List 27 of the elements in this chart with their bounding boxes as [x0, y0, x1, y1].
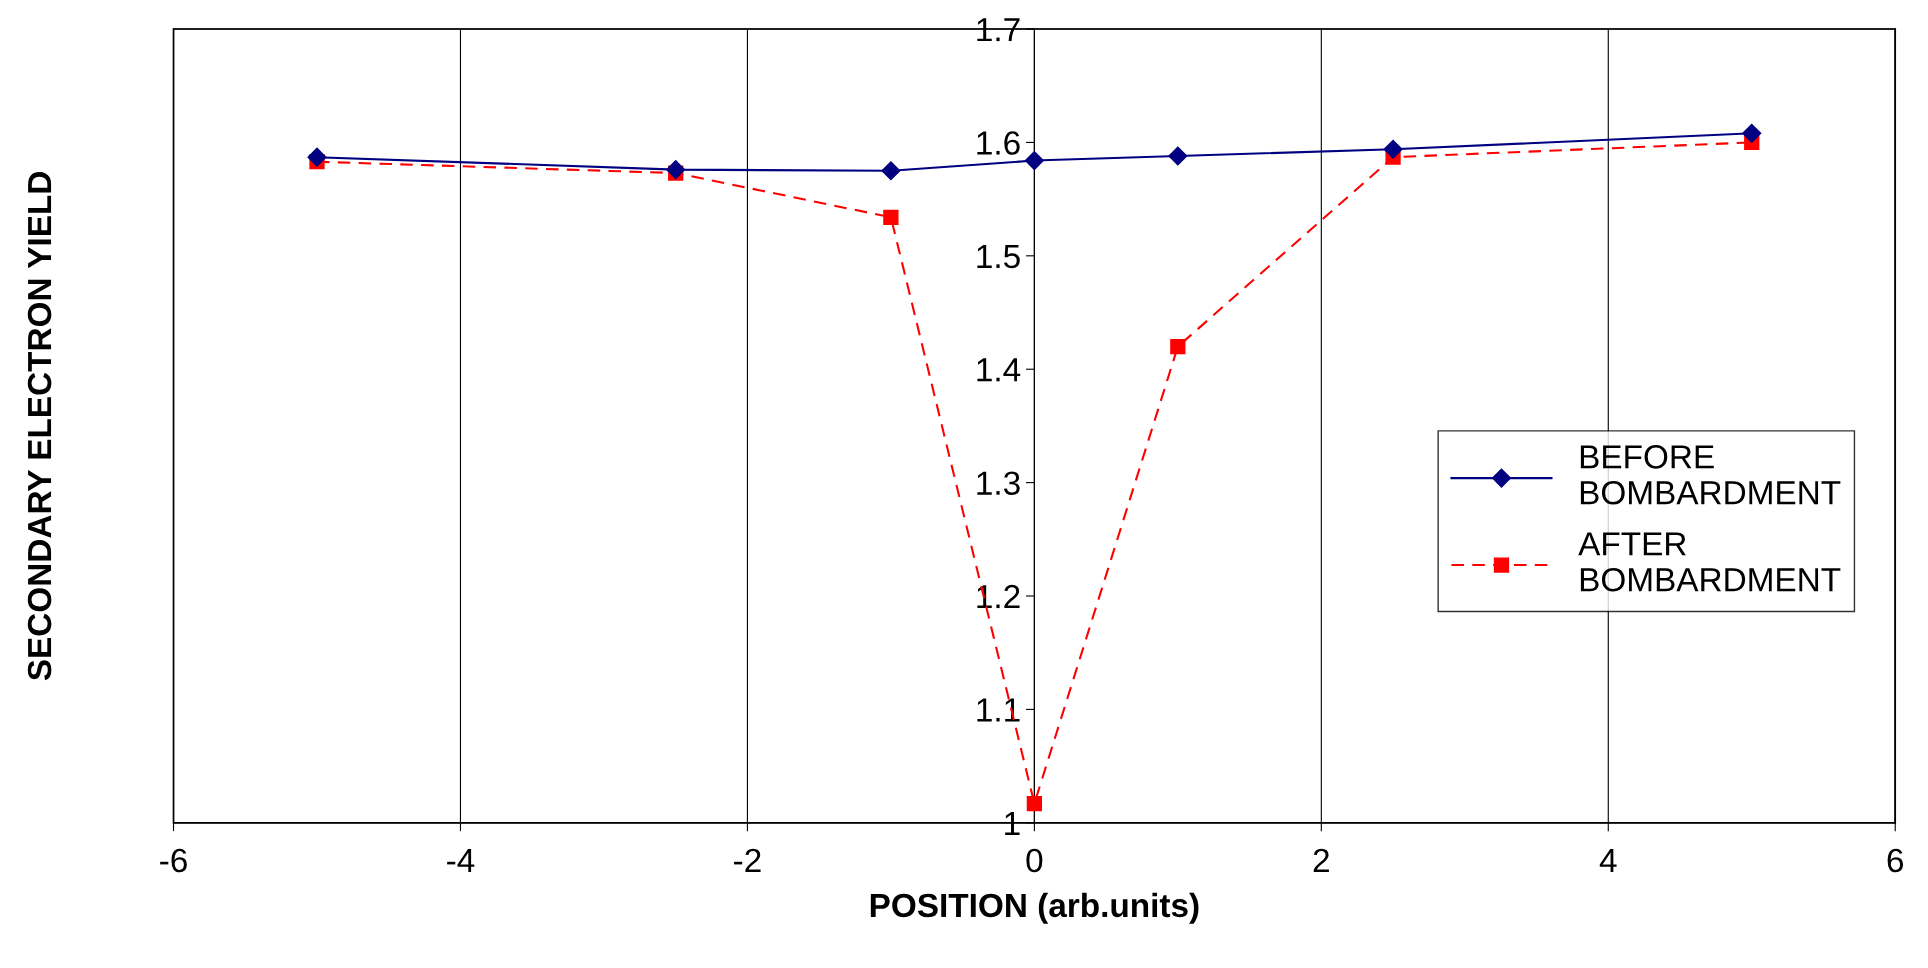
y-tick-label: 1.5 — [977, 244, 1020, 269]
legend-label: BEFORE BOMBARDMENT — [1580, 445, 1841, 505]
point — [666, 160, 686, 180]
x-tick-label: -6 — [160, 848, 187, 873]
point — [1024, 151, 1044, 171]
point — [1170, 338, 1186, 355]
point — [1383, 139, 1403, 159]
x-tick-label: -4 — [447, 849, 475, 872]
y-tick-label: 1.1 — [977, 698, 1020, 722]
x-axis-title: POSITION (arb.units) — [870, 892, 1199, 924]
point — [307, 147, 327, 167]
point — [1742, 123, 1762, 143]
y-tick-label: 1.3 — [977, 471, 1020, 496]
y-tick-label: 1.4 — [977, 358, 1021, 382]
x-tick-label: 4 — [1599, 849, 1617, 872]
point — [881, 161, 901, 181]
point — [1026, 795, 1043, 812]
y-tick-label: 1.2 — [977, 584, 1020, 609]
y-tick-label: 1.6 — [977, 131, 1020, 155]
point — [883, 209, 899, 225]
x-tick-label: 6 — [1887, 848, 1904, 873]
x-tick-label: 2 — [1313, 848, 1329, 872]
x-tick-label: -2 — [734, 848, 761, 872]
x-tick-label: 0 — [1026, 848, 1043, 873]
point — [1168, 146, 1188, 166]
legend-label: AFTER BOMBARDMENT — [1578, 532, 1841, 592]
y-axis-title: SECONDARY ELECTRON YIELD — [27, 172, 52, 681]
